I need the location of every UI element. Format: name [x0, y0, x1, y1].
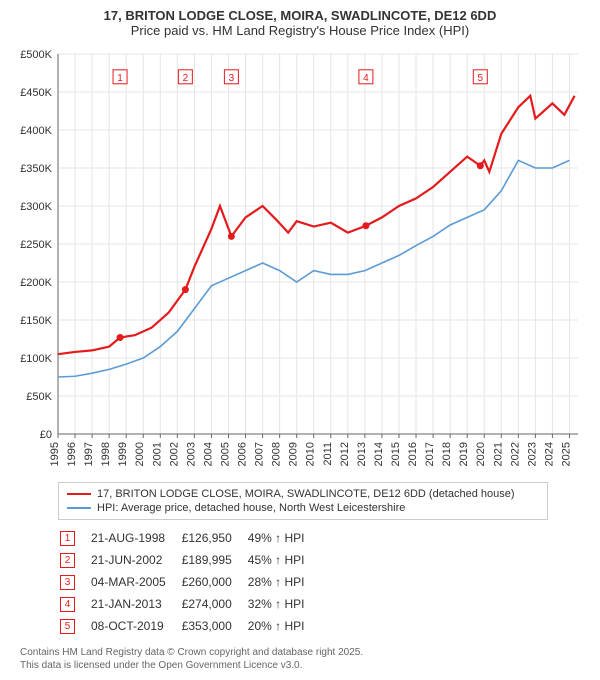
svg-text:2006: 2006: [237, 442, 249, 466]
event-row: 2 21-JUN-2002£189,99545% ↑ HPI: [60, 550, 318, 570]
svg-text:2004: 2004: [202, 442, 214, 466]
svg-text:1999: 1999: [117, 442, 129, 466]
svg-text:2016: 2016: [407, 442, 419, 466]
svg-text:2012: 2012: [339, 442, 351, 466]
svg-text:£350K: £350K: [20, 163, 52, 175]
svg-text:£450K: £450K: [20, 87, 52, 99]
event-delta: 20% ↑ HPI: [248, 616, 319, 636]
svg-text:2008: 2008: [271, 442, 283, 466]
svg-text:2003: 2003: [185, 442, 197, 466]
event-date: 21-JAN-2013: [91, 594, 180, 614]
svg-text:2013: 2013: [356, 442, 368, 466]
svg-text:2014: 2014: [373, 442, 385, 466]
event-price: £260,000: [182, 572, 246, 592]
legend: 17, BRITON LODGE CLOSE, MOIRA, SWADLINCO…: [58, 482, 548, 520]
event-row: 4 21-JAN-2013£274,00032% ↑ HPI: [60, 594, 318, 614]
event-date: 21-JUN-2002: [91, 550, 180, 570]
event-delta: 32% ↑ HPI: [248, 594, 319, 614]
legend-label-0: 17, BRITON LODGE CLOSE, MOIRA, SWADLINCO…: [97, 488, 515, 500]
legend-swatch-1: [67, 507, 91, 509]
svg-text:2017: 2017: [424, 442, 436, 466]
svg-text:2007: 2007: [254, 442, 266, 466]
svg-text:1995: 1995: [49, 442, 61, 466]
svg-text:4: 4: [363, 73, 369, 84]
event-delta: 28% ↑ HPI: [248, 572, 319, 592]
svg-text:2025: 2025: [560, 442, 572, 466]
svg-text:£250K: £250K: [20, 239, 52, 251]
event-marker: 2: [60, 553, 75, 568]
svg-text:2010: 2010: [305, 442, 317, 466]
event-marker: 5: [60, 619, 75, 634]
price-chart: £0 £50K £100K £150K £200K £250K £300K £350K £400…: [10, 46, 590, 476]
event-date: 21-AUG-1998: [91, 528, 180, 548]
svg-text:£100K: £100K: [20, 353, 52, 365]
events-table: 1 21-AUG-1998£126,95049% ↑ HPI 2 21-JUN-200…: [58, 526, 320, 638]
svg-text:3: 3: [229, 73, 235, 84]
svg-text:2: 2: [183, 73, 189, 84]
svg-text:5: 5: [478, 73, 484, 84]
svg-text:1998: 1998: [100, 442, 112, 466]
svg-text:1997: 1997: [83, 442, 95, 466]
svg-text:2009: 2009: [288, 442, 300, 466]
event-price: £126,950: [182, 528, 246, 548]
chart-subtitle: Price paid vs. HM Land Registry's House …: [10, 23, 590, 38]
chart-title: 17, BRITON LODGE CLOSE, MOIRA, SWADLINCO…: [10, 8, 590, 23]
svg-text:£200K: £200K: [20, 277, 52, 289]
legend-label-1: HPI: Average price, detached house, Nort…: [97, 502, 405, 514]
event-row: 1 21-AUG-1998£126,95049% ↑ HPI: [60, 528, 318, 548]
svg-text:2022: 2022: [509, 442, 521, 466]
event-marker: 4: [60, 597, 75, 612]
event-marker: 3: [60, 575, 75, 590]
svg-text:£500K: £500K: [20, 49, 52, 61]
svg-text:2019: 2019: [458, 442, 470, 466]
svg-text:2020: 2020: [475, 442, 487, 466]
event-row: 3 04-MAR-2005£260,00028% ↑ HPI: [60, 572, 318, 592]
svg-text:2001: 2001: [151, 442, 163, 466]
legend-swatch-0: [67, 493, 91, 495]
event-delta: 45% ↑ HPI: [248, 550, 319, 570]
svg-text:2024: 2024: [543, 442, 555, 466]
svg-text:2015: 2015: [390, 442, 402, 466]
event-price: £274,000: [182, 594, 246, 614]
event-price: £353,000: [182, 616, 246, 636]
svg-text:1996: 1996: [66, 442, 78, 466]
svg-text:2000: 2000: [134, 442, 146, 466]
svg-text:1: 1: [117, 73, 123, 84]
event-date: 04-MAR-2005: [91, 572, 180, 592]
event-date: 08-OCT-2019: [91, 616, 180, 636]
svg-text:£150K: £150K: [20, 315, 52, 327]
svg-text:2002: 2002: [168, 442, 180, 466]
svg-text:£50K: £50K: [26, 391, 52, 403]
svg-text:2021: 2021: [492, 442, 504, 466]
svg-text:£400K: £400K: [20, 125, 52, 137]
event-row: 5 08-OCT-2019£353,00020% ↑ HPI: [60, 616, 318, 636]
event-marker: 1: [60, 531, 75, 546]
event-delta: 49% ↑ HPI: [248, 528, 319, 548]
svg-text:2011: 2011: [322, 442, 334, 466]
svg-text:£0: £0: [40, 429, 52, 441]
svg-text:£300K: £300K: [20, 201, 52, 213]
svg-text:2005: 2005: [219, 442, 231, 466]
svg-text:2023: 2023: [526, 442, 538, 466]
svg-text:2018: 2018: [441, 442, 453, 466]
event-price: £189,995: [182, 550, 246, 570]
